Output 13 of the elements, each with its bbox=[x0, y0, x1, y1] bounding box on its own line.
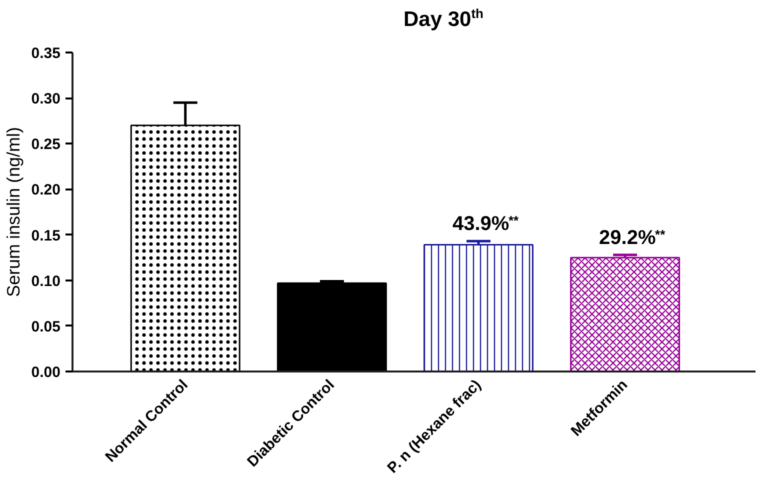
bar bbox=[276, 282, 387, 372]
chart-title: Day 30$^{th}$ bbox=[402, 5, 484, 33]
y-tick-label: 0.35 bbox=[31, 45, 61, 62]
y-tick-label: 0.15 bbox=[31, 227, 61, 244]
y-tick-label: 0.00 bbox=[31, 364, 61, 381]
y-tick-label: 0.25 bbox=[31, 136, 61, 154]
y-axis-title: Serum insulin (ng/ml) bbox=[3, 126, 24, 298]
annotation: 29.2%** bbox=[599, 226, 666, 249]
annotation: 43.9%** bbox=[452, 213, 520, 236]
y-tick-label: 0.05 bbox=[31, 318, 61, 336]
y-tick-label: 0.30 bbox=[31, 90, 61, 108]
y-tick-label: 0.20 bbox=[31, 182, 61, 199]
y-tick-label: 0.10 bbox=[31, 272, 61, 290]
